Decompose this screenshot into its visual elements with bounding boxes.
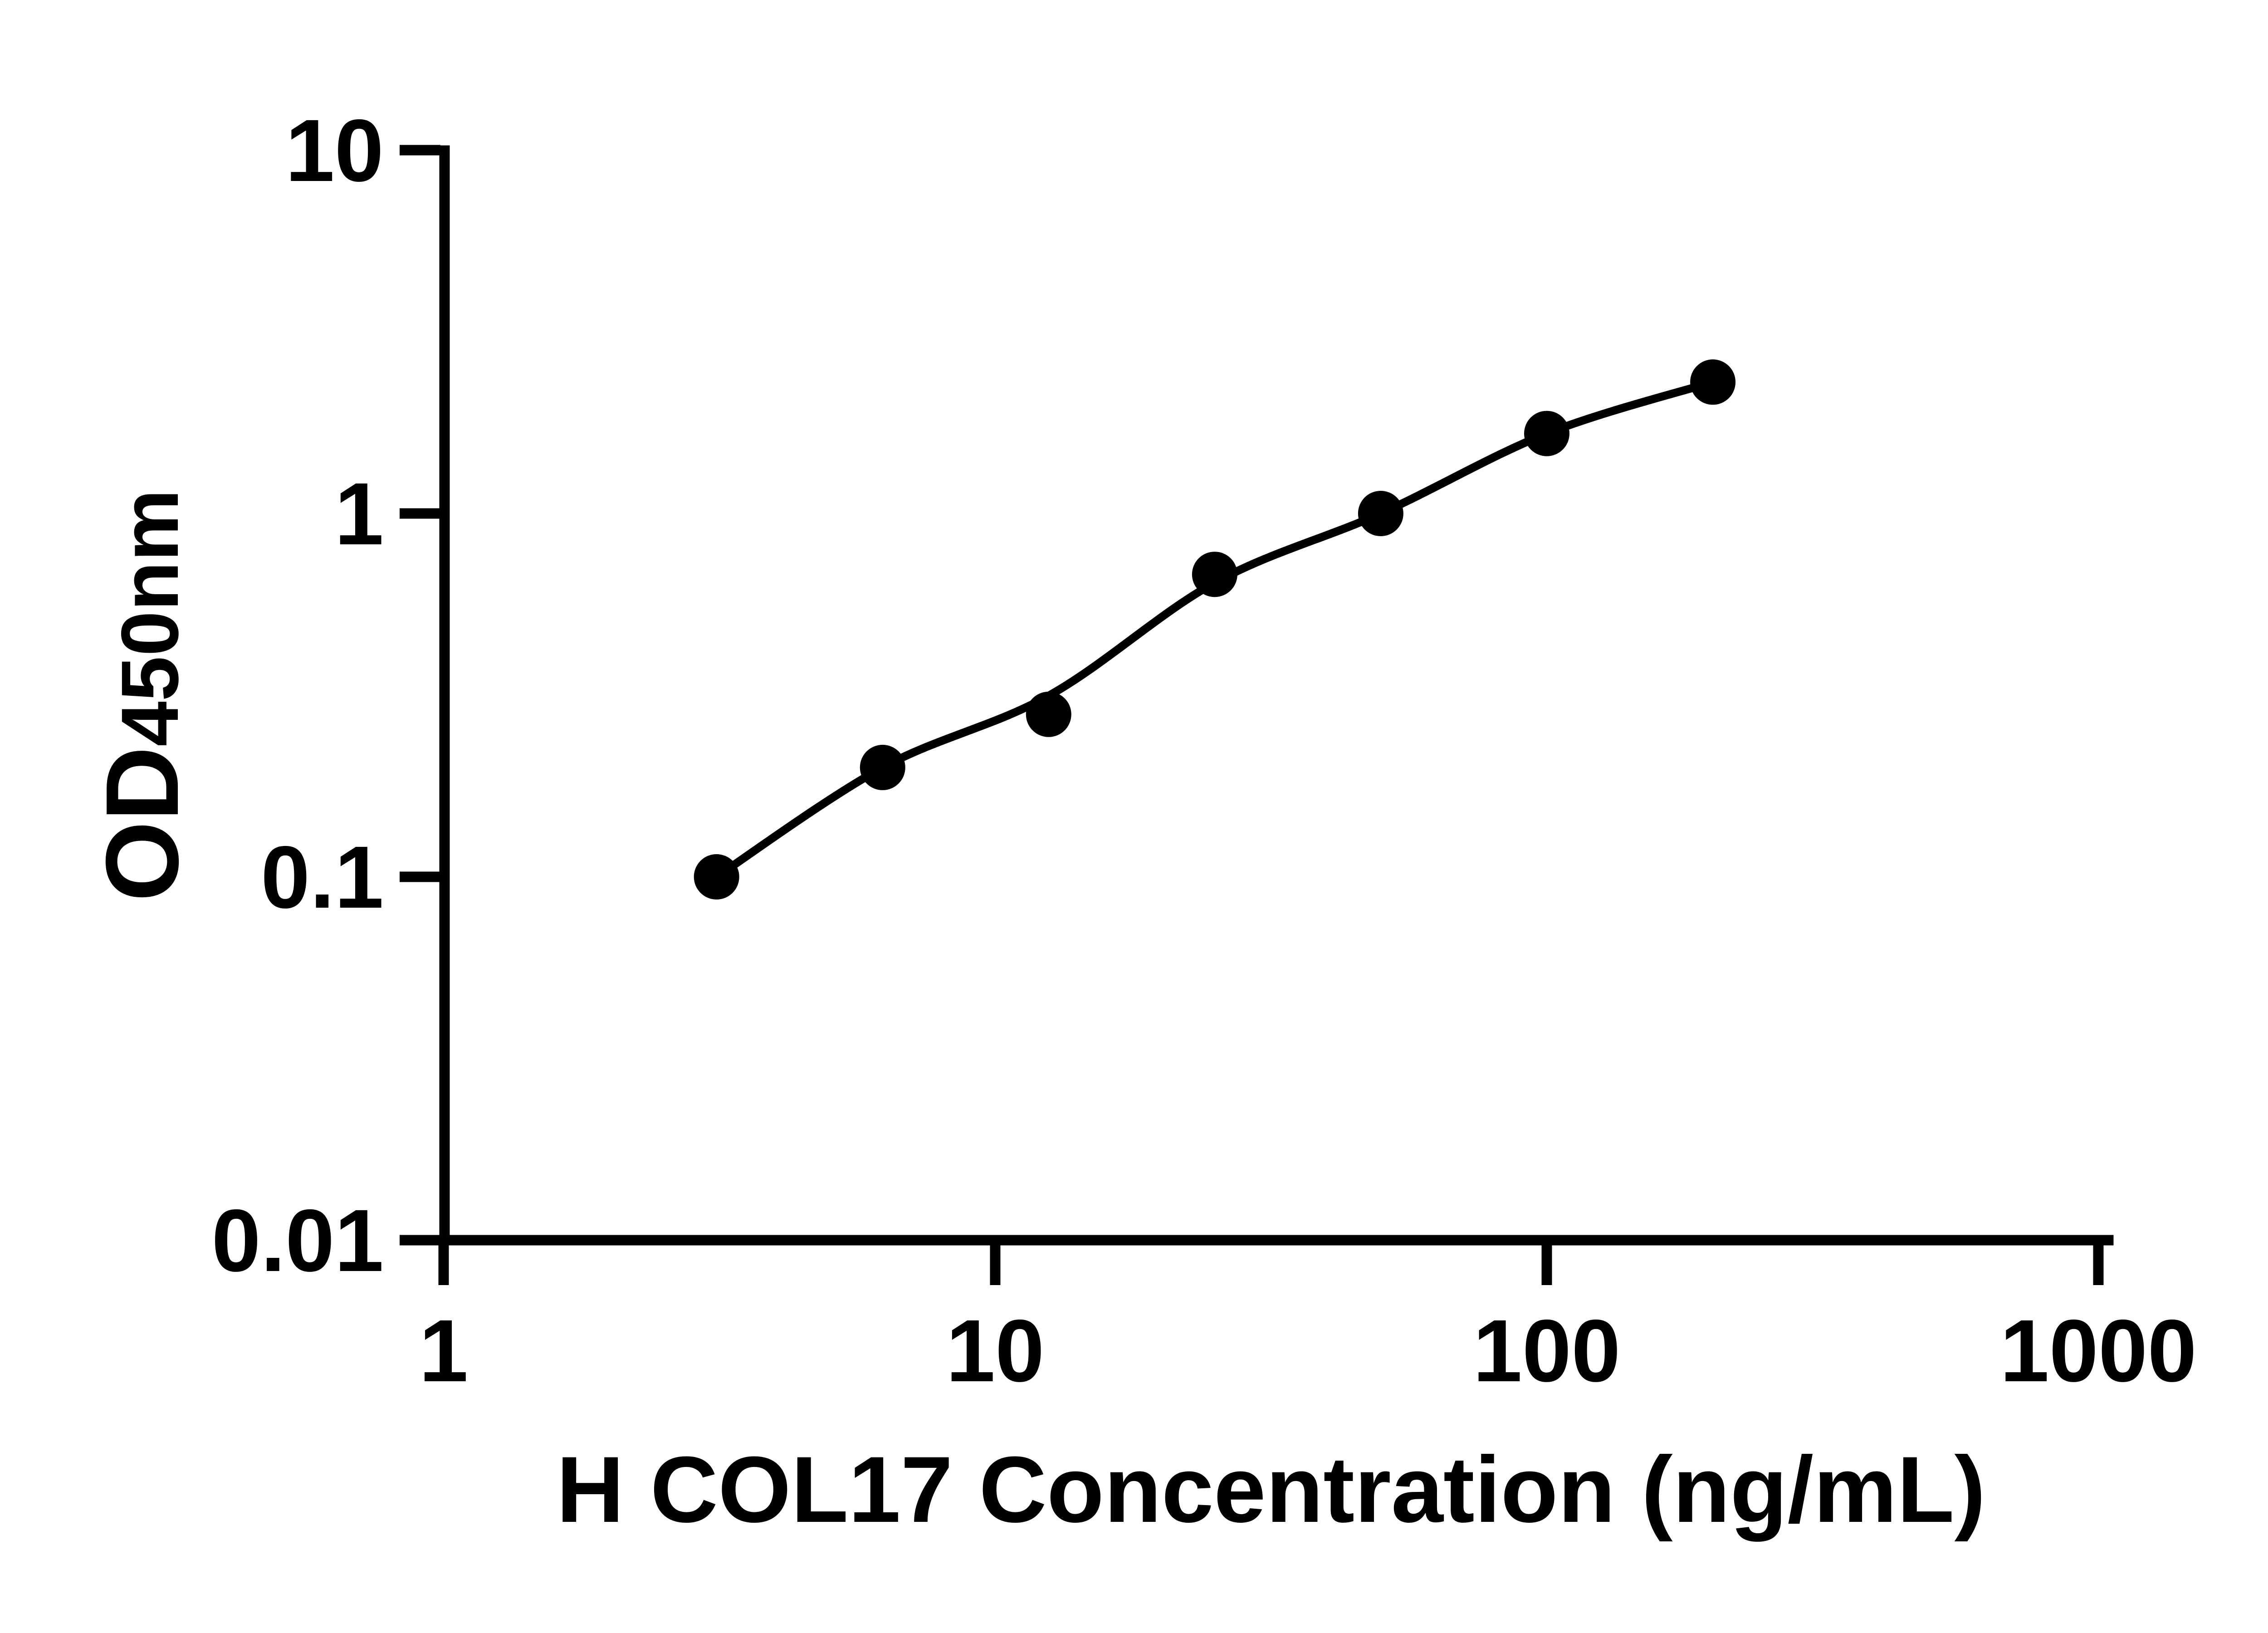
fitted-curve bbox=[712, 378, 1717, 881]
x-tick-label: 1 bbox=[419, 1301, 468, 1400]
x-axis-ticks bbox=[438, 1244, 2104, 1285]
y-tick-label: 1 bbox=[335, 464, 384, 563]
data-point bbox=[694, 854, 739, 900]
x-axis-tick-labels: 1 10 100 1000 bbox=[419, 1301, 2197, 1400]
data-point bbox=[1524, 411, 1569, 456]
data-point bbox=[1026, 691, 1071, 737]
data-point bbox=[1358, 491, 1403, 536]
y-axis-title: OD450nm bbox=[85, 489, 200, 901]
y-tick-label: 10 bbox=[285, 101, 384, 200]
y-tick-label: 0.1 bbox=[261, 828, 384, 927]
y-axis-ticks bbox=[400, 145, 440, 1246]
data-point bbox=[860, 744, 905, 790]
x-tick-label: 100 bbox=[1473, 1301, 1620, 1400]
y-axis-title-main: OD bbox=[85, 747, 200, 902]
x-axis-title: H COL17 Concentration (ng/mL) bbox=[557, 1437, 1986, 1542]
y-axis-tick-labels: 10 1 0.1 0.01 bbox=[211, 101, 384, 1290]
data-point bbox=[1690, 359, 1736, 405]
y-axis-title-subscript: 450nm bbox=[104, 489, 195, 746]
x-tick-label: 10 bbox=[946, 1301, 1045, 1400]
data-point bbox=[1192, 552, 1237, 597]
data-points bbox=[694, 359, 1736, 900]
y-tick-label: 0.01 bbox=[211, 1191, 384, 1290]
x-tick-label: 1000 bbox=[2000, 1301, 2197, 1400]
